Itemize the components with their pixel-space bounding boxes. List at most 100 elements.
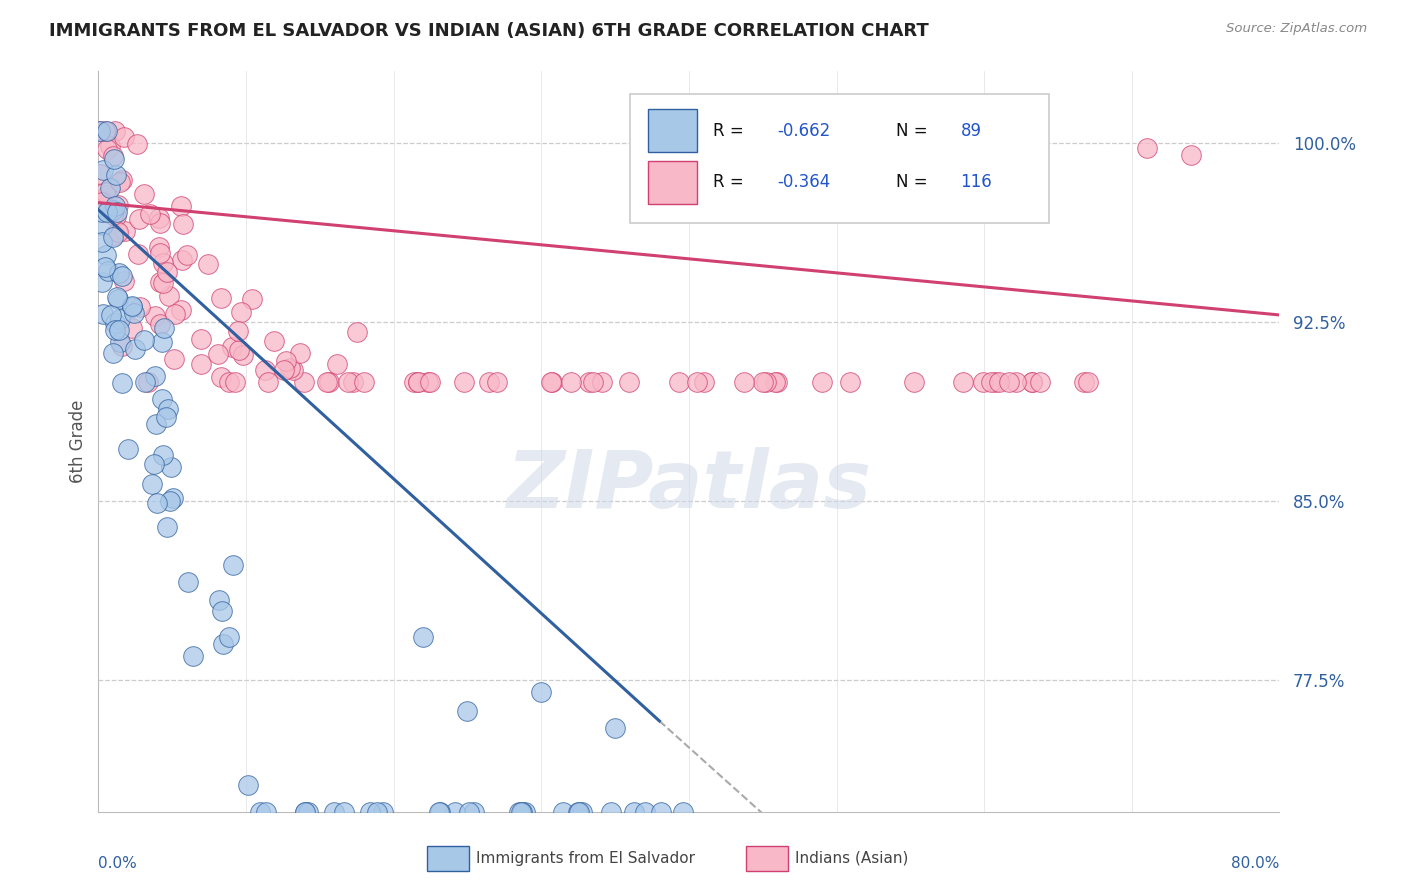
Point	[208, 593, 231, 607]
Point	[107, 266, 129, 280]
Point	[177, 574, 200, 589]
Point	[138, 375, 160, 389]
Point	[402, 375, 425, 389]
Point	[155, 265, 177, 279]
Point	[108, 312, 131, 326]
Point	[567, 805, 589, 819]
Point	[104, 316, 127, 330]
Point	[108, 323, 131, 337]
Point	[623, 805, 645, 819]
Point	[333, 805, 356, 819]
Y-axis label: 6th Grade: 6th Grade	[69, 400, 87, 483]
Text: N =: N =	[896, 121, 932, 139]
Point	[231, 348, 253, 362]
Point	[578, 375, 600, 389]
Point	[254, 363, 277, 377]
Point	[318, 375, 340, 389]
Point	[766, 375, 789, 389]
Point	[156, 520, 179, 534]
Point	[226, 324, 249, 338]
Point	[148, 211, 170, 225]
Point	[172, 217, 194, 231]
Point	[693, 375, 716, 389]
Point	[98, 180, 121, 194]
Point	[508, 805, 530, 819]
Point	[190, 332, 212, 346]
Point	[444, 805, 467, 819]
Point	[294, 805, 316, 819]
Point	[1136, 141, 1159, 155]
Point	[278, 361, 301, 376]
Point	[145, 417, 167, 431]
Point	[211, 604, 233, 618]
FancyBboxPatch shape	[427, 846, 470, 871]
Point	[104, 199, 127, 213]
Point	[979, 375, 1001, 389]
Point	[190, 357, 212, 371]
Point	[211, 637, 233, 651]
Text: ZIPatlas: ZIPatlas	[506, 447, 872, 525]
Point	[152, 255, 174, 269]
Point	[101, 208, 124, 222]
Point	[134, 375, 156, 389]
Point	[89, 124, 111, 138]
Point	[149, 246, 172, 260]
Point	[160, 460, 183, 475]
Point	[141, 476, 163, 491]
Point	[605, 721, 627, 735]
Point	[107, 225, 129, 239]
Point	[283, 363, 305, 377]
Point	[1180, 148, 1202, 162]
Point	[104, 209, 127, 223]
Point	[254, 805, 277, 819]
Point	[218, 631, 240, 645]
Point	[263, 334, 285, 348]
Point	[209, 291, 232, 305]
Text: -0.364: -0.364	[778, 173, 831, 192]
Point	[485, 375, 508, 389]
Text: 0.0%: 0.0%	[98, 856, 138, 871]
Point	[103, 153, 125, 167]
Point	[170, 303, 193, 318]
Text: Indians (Asian): Indians (Asian)	[796, 851, 908, 866]
Point	[112, 274, 135, 288]
Point	[322, 805, 344, 819]
Text: Source: ZipAtlas.com: Source: ZipAtlas.com	[1226, 22, 1367, 36]
Point	[96, 205, 118, 219]
Point	[224, 375, 246, 389]
Point	[342, 375, 364, 389]
Point	[353, 375, 375, 389]
Point	[91, 235, 114, 250]
Point	[316, 375, 339, 389]
Point	[97, 264, 120, 278]
Point	[162, 491, 184, 505]
Point	[292, 375, 315, 389]
Point	[89, 167, 111, 181]
Point	[560, 375, 582, 389]
Point	[112, 129, 135, 144]
Point	[150, 335, 173, 350]
Point	[412, 631, 434, 645]
Point	[222, 558, 245, 572]
Point	[1077, 375, 1099, 389]
Point	[463, 805, 485, 819]
Point	[294, 805, 316, 819]
Point	[105, 168, 128, 182]
Point	[111, 376, 134, 390]
Point	[988, 375, 1011, 389]
Point	[94, 260, 117, 275]
Point	[149, 216, 172, 230]
Point	[229, 305, 252, 319]
Point	[96, 124, 118, 138]
Point	[111, 339, 134, 353]
Point	[540, 375, 562, 389]
Point	[96, 188, 118, 202]
Text: Immigrants from El Salvador: Immigrants from El Salvador	[477, 851, 696, 866]
Point	[359, 805, 381, 819]
Point	[600, 805, 623, 819]
Point	[91, 195, 114, 210]
Point	[152, 276, 174, 290]
Point	[591, 375, 613, 389]
Point	[240, 292, 263, 306]
Point	[105, 204, 128, 219]
